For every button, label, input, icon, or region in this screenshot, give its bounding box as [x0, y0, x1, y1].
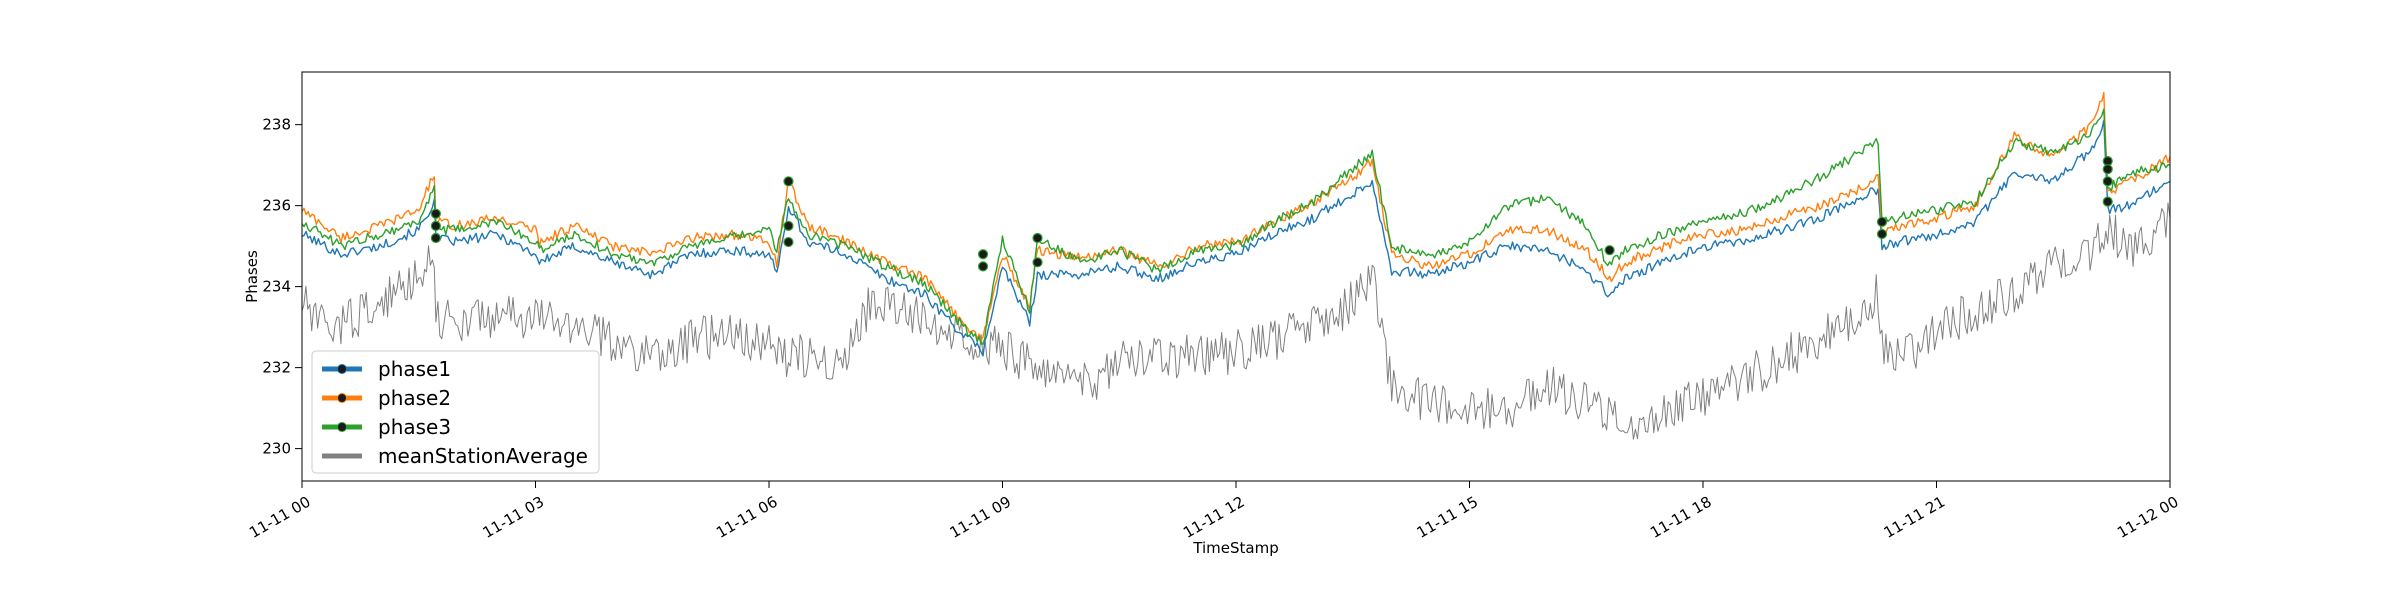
legend-marker-2 — [337, 422, 347, 432]
legend-marker-1 — [337, 393, 347, 403]
series-line-phase3 — [301, 108, 2171, 345]
event-marker-4-0 — [1604, 245, 1615, 256]
legend-marker-0 — [337, 364, 347, 374]
event-marker-1-0 — [783, 176, 794, 187]
event-marker-5-1 — [1876, 228, 1888, 240]
series-layer — [301, 91, 2171, 440]
event-marker-0-0 — [430, 208, 441, 219]
event-marker-5-0 — [1876, 216, 1888, 227]
event-marker-2-1 — [977, 261, 989, 272]
legend-label-1: phase2 — [378, 386, 451, 410]
legend-label-0: phase1 — [378, 357, 451, 381]
event-marker-1-1 — [783, 220, 794, 231]
x-axis-title: TimeStamp — [1192, 539, 1278, 557]
event-marker-1-2 — [783, 236, 794, 248]
event-marker-6-2 — [2102, 176, 2113, 187]
event-marker-6-1 — [2102, 164, 2113, 175]
y-tick-label-1: 232 — [262, 359, 291, 377]
event-marker-3-0 — [1032, 232, 1043, 244]
y-tick-label-4: 238 — [262, 116, 291, 134]
y-tick-label-3: 236 — [262, 197, 291, 215]
event-marker-3-1 — [1032, 257, 1043, 268]
y-axis: 230 232 234 236 238 — [262, 116, 302, 458]
event-marker-6-3 — [2102, 196, 2113, 207]
event-marker-2-0 — [977, 249, 989, 260]
event-marker-0-2 — [430, 232, 441, 244]
series-line-meanStationAverage — [301, 202, 2171, 440]
legend: phase1 phase2 phase3 meanStationAverage — [311, 350, 600, 474]
y-tick-label-0: 230 — [262, 440, 291, 458]
marker-layer — [430, 155, 2113, 272]
series-line-phase1 — [301, 119, 2171, 357]
event-marker-0-1 — [430, 220, 441, 231]
legend-box — [311, 350, 600, 474]
y-axis-title: Phases — [243, 250, 261, 303]
legend-label-2: phase3 — [378, 415, 451, 439]
y-tick-label-2: 234 — [262, 278, 291, 296]
legend-label-3: meanStationAverage — [378, 444, 588, 468]
